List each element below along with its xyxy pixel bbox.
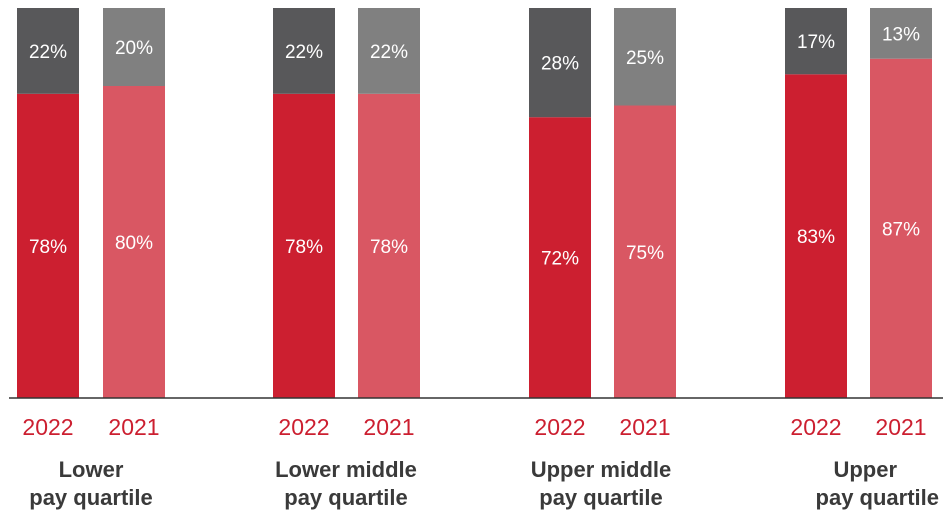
value-label-top: 28% xyxy=(541,54,579,75)
value-label-top: 13% xyxy=(882,24,920,45)
category-label: Upper pay quartile xyxy=(703,456,939,512)
year-tick-label: 2022 xyxy=(278,414,329,440)
category-label-line: Lower middle xyxy=(275,457,417,482)
value-label-bottom: 78% xyxy=(285,237,323,258)
value-label-bottom: 78% xyxy=(370,237,408,258)
bar-segment-bottom xyxy=(17,93,79,399)
value-label-top: 22% xyxy=(285,42,323,63)
year-tick-label: 2021 xyxy=(108,414,159,440)
value-label-bottom: 83% xyxy=(797,227,835,248)
category-label-line: Lower xyxy=(58,457,124,482)
bar-segment-top xyxy=(529,8,591,118)
category-label-line: pay quartile xyxy=(539,485,663,510)
value-label-bottom: 75% xyxy=(626,243,664,264)
bar-segment-top xyxy=(103,8,165,86)
value-label-top: 25% xyxy=(626,48,664,69)
bar-segment-bottom xyxy=(870,58,932,398)
value-label-bottom: 80% xyxy=(115,233,153,254)
bar-segment-top xyxy=(785,8,847,75)
bar-segment-top xyxy=(17,8,79,94)
bar-segment-top xyxy=(870,8,932,59)
year-tick-label: 2021 xyxy=(619,414,670,440)
category-label-line: pay quartile xyxy=(815,485,939,510)
bar-segment-top xyxy=(358,8,420,94)
year-tick-label: 2021 xyxy=(363,414,414,440)
year-tick-label: 2021 xyxy=(875,414,926,440)
value-label-top: 22% xyxy=(370,42,408,63)
year-tick-label: 2022 xyxy=(22,414,73,440)
category-label-line: Upper xyxy=(833,457,897,482)
bar-segment-top xyxy=(614,8,676,106)
category-label-line: Upper middle xyxy=(530,457,672,482)
bar-segment-bottom xyxy=(358,93,420,399)
year-tick-label: 2022 xyxy=(790,414,841,440)
category-label-line: pay quartile xyxy=(284,485,408,510)
category-label: Lower pay quartile xyxy=(0,456,211,512)
value-label-top: 17% xyxy=(797,32,835,53)
value-label-bottom: 72% xyxy=(541,249,579,270)
category-label-line: pay quartile xyxy=(29,485,153,510)
bar-segment-bottom xyxy=(614,105,676,398)
value-label-top: 20% xyxy=(115,38,153,59)
bar-segment-bottom xyxy=(103,86,165,398)
year-tick-label: 2022 xyxy=(534,414,585,440)
bar-segment-top xyxy=(273,8,335,94)
value-label-bottom: 78% xyxy=(29,237,67,258)
bar-segment-bottom xyxy=(529,117,591,398)
value-label-top: 22% xyxy=(29,42,67,63)
category-label: Lower middle pay quartile xyxy=(226,456,466,512)
value-label-bottom: 87% xyxy=(882,219,920,240)
bar-segment-bottom xyxy=(273,93,335,399)
category-label: Upper middle pay quartile xyxy=(481,456,721,512)
bar-segment-bottom xyxy=(785,74,847,399)
